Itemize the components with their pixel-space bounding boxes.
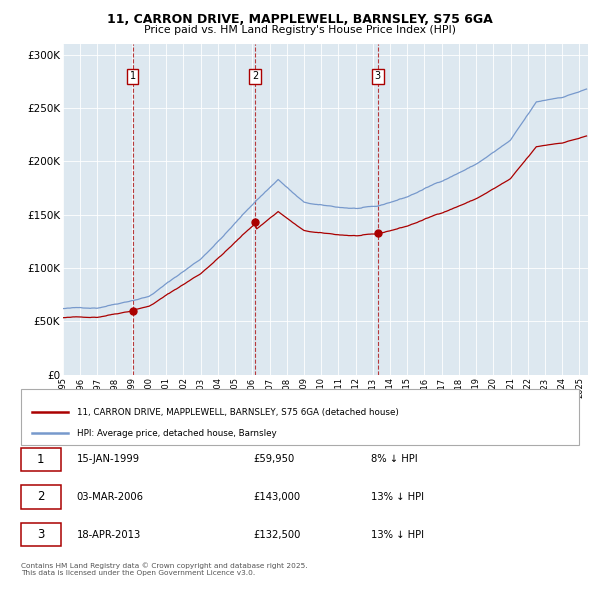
Text: £59,950: £59,950 bbox=[253, 454, 294, 464]
Text: 15-JAN-1999: 15-JAN-1999 bbox=[77, 454, 140, 464]
Text: 2: 2 bbox=[252, 71, 259, 81]
Text: 3: 3 bbox=[37, 528, 44, 541]
Text: 2: 2 bbox=[37, 490, 44, 503]
Text: Contains HM Land Registry data © Crown copyright and database right 2025.
This d: Contains HM Land Registry data © Crown c… bbox=[21, 562, 307, 576]
FancyBboxPatch shape bbox=[21, 448, 61, 471]
Text: 3: 3 bbox=[375, 71, 381, 81]
Text: 18-APR-2013: 18-APR-2013 bbox=[77, 530, 141, 540]
Text: 03-MAR-2006: 03-MAR-2006 bbox=[77, 492, 143, 502]
Text: 13% ↓ HPI: 13% ↓ HPI bbox=[371, 530, 424, 540]
Text: 1: 1 bbox=[37, 453, 44, 466]
Text: 8% ↓ HPI: 8% ↓ HPI bbox=[371, 454, 417, 464]
Text: 11, CARRON DRIVE, MAPPLEWELL, BARNSLEY, S75 6GA (detached house): 11, CARRON DRIVE, MAPPLEWELL, BARNSLEY, … bbox=[77, 408, 398, 417]
Text: 13% ↓ HPI: 13% ↓ HPI bbox=[371, 492, 424, 502]
Text: HPI: Average price, detached house, Barnsley: HPI: Average price, detached house, Barn… bbox=[77, 429, 276, 438]
Text: Price paid vs. HM Land Registry's House Price Index (HPI): Price paid vs. HM Land Registry's House … bbox=[144, 25, 456, 35]
Text: £132,500: £132,500 bbox=[253, 530, 301, 540]
Text: 11, CARRON DRIVE, MAPPLEWELL, BARNSLEY, S75 6GA: 11, CARRON DRIVE, MAPPLEWELL, BARNSLEY, … bbox=[107, 13, 493, 26]
Text: 1: 1 bbox=[130, 71, 136, 81]
FancyBboxPatch shape bbox=[21, 486, 61, 509]
FancyBboxPatch shape bbox=[21, 523, 61, 546]
FancyBboxPatch shape bbox=[21, 389, 580, 445]
Text: £143,000: £143,000 bbox=[253, 492, 300, 502]
